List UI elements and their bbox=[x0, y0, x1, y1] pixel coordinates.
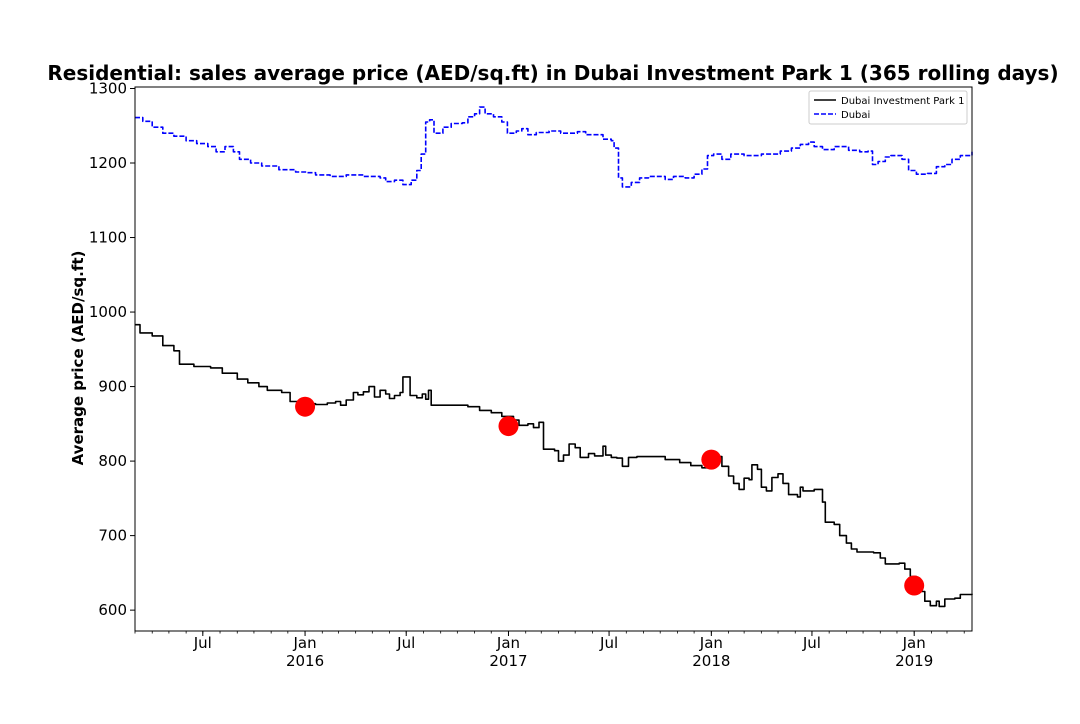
legend-box bbox=[808, 90, 968, 125]
y-tick-label: 1000 bbox=[89, 303, 127, 321]
highlight-marker bbox=[904, 575, 925, 596]
y-tick-label: 1200 bbox=[89, 154, 127, 172]
x-tick-label: Jul bbox=[802, 634, 821, 652]
x-tick-label: Jul bbox=[599, 634, 618, 652]
x-tick-year-label: 2019 bbox=[895, 652, 933, 670]
series-group bbox=[135, 106, 973, 608]
legend-label: Dubai Investment Park 1 bbox=[841, 96, 964, 107]
highlight-marker bbox=[498, 416, 519, 437]
series-line-0 bbox=[135, 323, 973, 608]
x-tick-label: Jan bbox=[699, 634, 723, 652]
x-tick-label: Jan bbox=[902, 634, 926, 652]
y-tick-label: 1100 bbox=[89, 229, 127, 247]
x-tick-year-label: 2016 bbox=[286, 652, 324, 670]
y-axis-label: Average price (AED/sq.ft) bbox=[69, 251, 87, 466]
x-tick-label: Jul bbox=[193, 634, 212, 652]
x-tick-year-label: 2018 bbox=[692, 652, 730, 670]
series-line-1 bbox=[135, 106, 973, 188]
y-tick-label: 700 bbox=[98, 527, 127, 545]
highlight-marker bbox=[295, 396, 316, 417]
y-tick-label: 600 bbox=[98, 601, 127, 619]
y-tick-label: 900 bbox=[98, 378, 127, 396]
legend-label: Dubai bbox=[841, 110, 870, 121]
chart-title: Residential: sales average price (AED/sq… bbox=[47, 61, 1058, 85]
x-tick-year-label: 2017 bbox=[489, 652, 527, 670]
y-tick-label: 800 bbox=[98, 452, 127, 470]
x-tick-label: Jan bbox=[293, 634, 317, 652]
legend: Dubai Investment Park 1 Dubai bbox=[808, 90, 968, 125]
highlight-marker bbox=[701, 449, 722, 470]
y-tick-label: 1300 bbox=[89, 79, 127, 97]
x-tick-label: Jan bbox=[496, 634, 520, 652]
x-tick-label: Jul bbox=[396, 634, 415, 652]
plot-frame bbox=[134, 86, 973, 632]
